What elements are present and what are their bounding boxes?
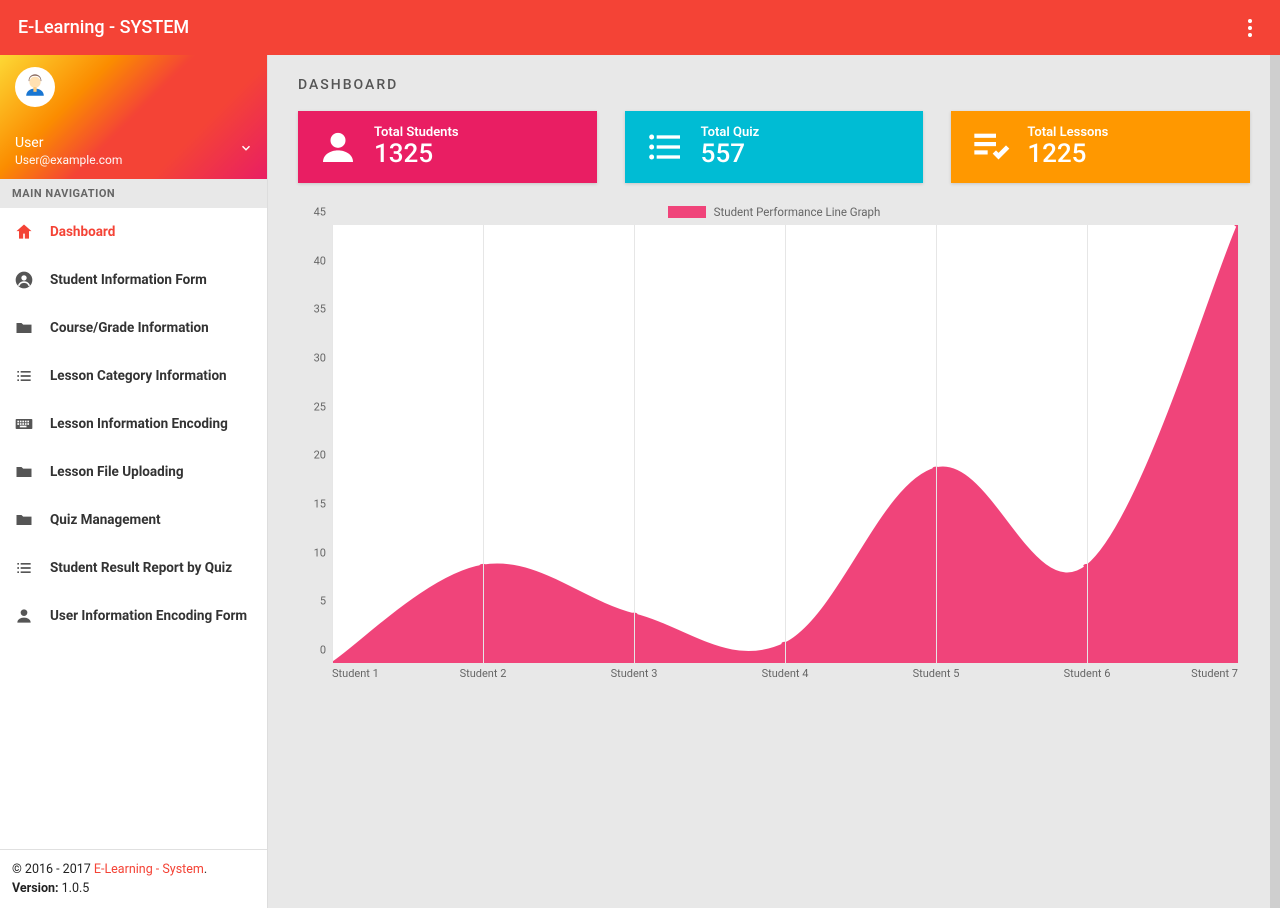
person-circle-icon: [14, 270, 34, 290]
sidebar-item-label: Dashboard: [50, 224, 115, 240]
topbar: E-Learning - SYSTEM: [0, 0, 1280, 55]
user-panel[interactable]: User User@example.com: [0, 55, 267, 179]
y-tick: 25: [314, 400, 326, 413]
user-email: User@example.com: [15, 153, 252, 167]
y-tick: 20: [314, 449, 326, 462]
scrollbar-track[interactable]: [1270, 55, 1280, 908]
version-label: Version:: [12, 881, 59, 896]
folder-icon: [14, 510, 34, 530]
sidebar-item-label: Lesson File Uploading: [50, 464, 184, 480]
stat-cards-row: Total Students1325 Total Quiz557 Total Les…: [298, 111, 1250, 183]
legend-swatch: [668, 206, 706, 218]
card-label: Total Students: [374, 125, 459, 140]
y-tick: 0: [320, 644, 326, 657]
sidebar-footer: © 2016 - 2017 E-Learning - System. Versi…: [0, 849, 267, 908]
y-tick: 15: [314, 498, 326, 511]
y-tick: 30: [314, 352, 326, 365]
sidebar-item-label: Student Information Form: [50, 272, 207, 288]
grid-line: [1238, 225, 1239, 663]
copyright-text: © 2016 - 2017: [12, 862, 94, 877]
grid-line: [785, 225, 786, 663]
grid-line: [1087, 225, 1088, 663]
grid-line: [936, 225, 937, 663]
y-tick: 10: [314, 546, 326, 559]
x-tick: Student 4: [762, 667, 809, 680]
more-menu-icon[interactable]: [1238, 16, 1262, 40]
x-tick: Student 3: [611, 667, 658, 680]
home-icon: [14, 222, 34, 242]
sidebar-item-label: Lesson Information Encoding: [50, 416, 228, 432]
x-axis: Student 1 Student 2 Student 3 Student 4 Stud…: [332, 667, 1238, 685]
sidebar-item-label: Student Result Report by Quiz: [50, 560, 232, 576]
playlist-check-icon: [969, 125, 1013, 169]
sidebar-item-lesson-information-encoding[interactable]: Lesson Information Encoding: [0, 400, 267, 448]
card-value: 1325: [374, 140, 459, 169]
page-title: DASHBOARD: [298, 77, 1250, 93]
version-value: 1.0.5: [62, 881, 90, 896]
sidebar-item-label: Course/Grade Information: [50, 320, 209, 336]
sidebar-item-label: User Information Encoding Form: [50, 608, 247, 624]
stat-card-total-lessons[interactable]: Total Lessons1225: [951, 111, 1250, 183]
grid-line: [483, 225, 484, 663]
app-title: E-Learning - SYSTEM: [18, 17, 189, 38]
chart-legend: Student Performance Line Graph: [298, 205, 1250, 219]
sidebar-item-student-information-form[interactable]: Student Information Form: [0, 256, 267, 304]
card-label: Total Quiz: [701, 125, 760, 140]
sidebar-item-quiz-management[interactable]: Quiz Management: [0, 496, 267, 544]
avatar: [15, 67, 55, 107]
legend-label: Student Performance Line Graph: [714, 205, 881, 219]
x-tick: Student 5: [913, 667, 960, 680]
folder-icon: [14, 462, 34, 482]
y-tick: 35: [314, 303, 326, 316]
footer-link[interactable]: E-Learning - System: [94, 862, 204, 877]
nav-section-header: MAIN NAVIGATION: [0, 179, 267, 208]
person-icon: [14, 606, 34, 626]
card-value: 557: [701, 140, 760, 169]
keyboard-icon: [14, 414, 34, 434]
folder-icon: [14, 318, 34, 338]
list-icon: [14, 558, 34, 578]
y-tick: 5: [320, 595, 326, 608]
y-tick: 45: [314, 206, 326, 219]
card-value: 1225: [1027, 140, 1108, 169]
x-tick: Student 2: [460, 667, 507, 680]
x-tick: Student 7: [1191, 667, 1238, 680]
y-tick: 40: [314, 254, 326, 267]
card-label: Total Lessons: [1027, 125, 1108, 140]
chevron-down-icon[interactable]: [239, 140, 253, 159]
list-icon: [643, 125, 687, 169]
person-icon: [316, 125, 360, 169]
list-icon: [14, 366, 34, 386]
sidebar-item-label: Quiz Management: [50, 512, 161, 528]
main-content: DASHBOARD Total Students1325Total Quiz55…: [268, 55, 1280, 908]
nav-list: Dashboard Student Information Form Course/…: [0, 208, 267, 849]
plot-surface: [332, 225, 1238, 663]
sidebar-item-dashboard[interactable]: Dashboard: [0, 208, 267, 256]
chart-plot-area: 051015202530354045 Student 1Student 2Stu…: [306, 225, 1250, 685]
stat-card-total-students[interactable]: Total Students1325: [298, 111, 597, 183]
sidebar-item-lesson-category-information[interactable]: Lesson Category Information: [0, 352, 267, 400]
sidebar-item-lesson-file-uploading[interactable]: Lesson File Uploading: [0, 448, 267, 496]
user-name: User: [15, 135, 252, 151]
chart-container: Student Performance Line Graph 0 5 10 15 20 2…: [298, 205, 1250, 685]
x-tick: Student 6: [1064, 667, 1111, 680]
sidebar-item-label: Lesson Category Information: [50, 368, 227, 384]
x-tick: Student 1: [332, 667, 379, 680]
y-axis: 051015202530354045: [306, 225, 330, 663]
grid-line: [332, 225, 333, 663]
stat-card-total-quiz[interactable]: Total Quiz557: [625, 111, 924, 183]
sidebar-item-user-information-encoding-form[interactable]: User Information Encoding Form: [0, 592, 267, 640]
sidebar-item-course-grade-information[interactable]: Course/Grade Information: [0, 304, 267, 352]
grid-line: [634, 225, 635, 663]
sidebar-item-student-result-report-by-quiz[interactable]: Student Result Report by Quiz: [0, 544, 267, 592]
sidebar: User User@example.com MAIN NAVIGATION Da…: [0, 55, 268, 908]
